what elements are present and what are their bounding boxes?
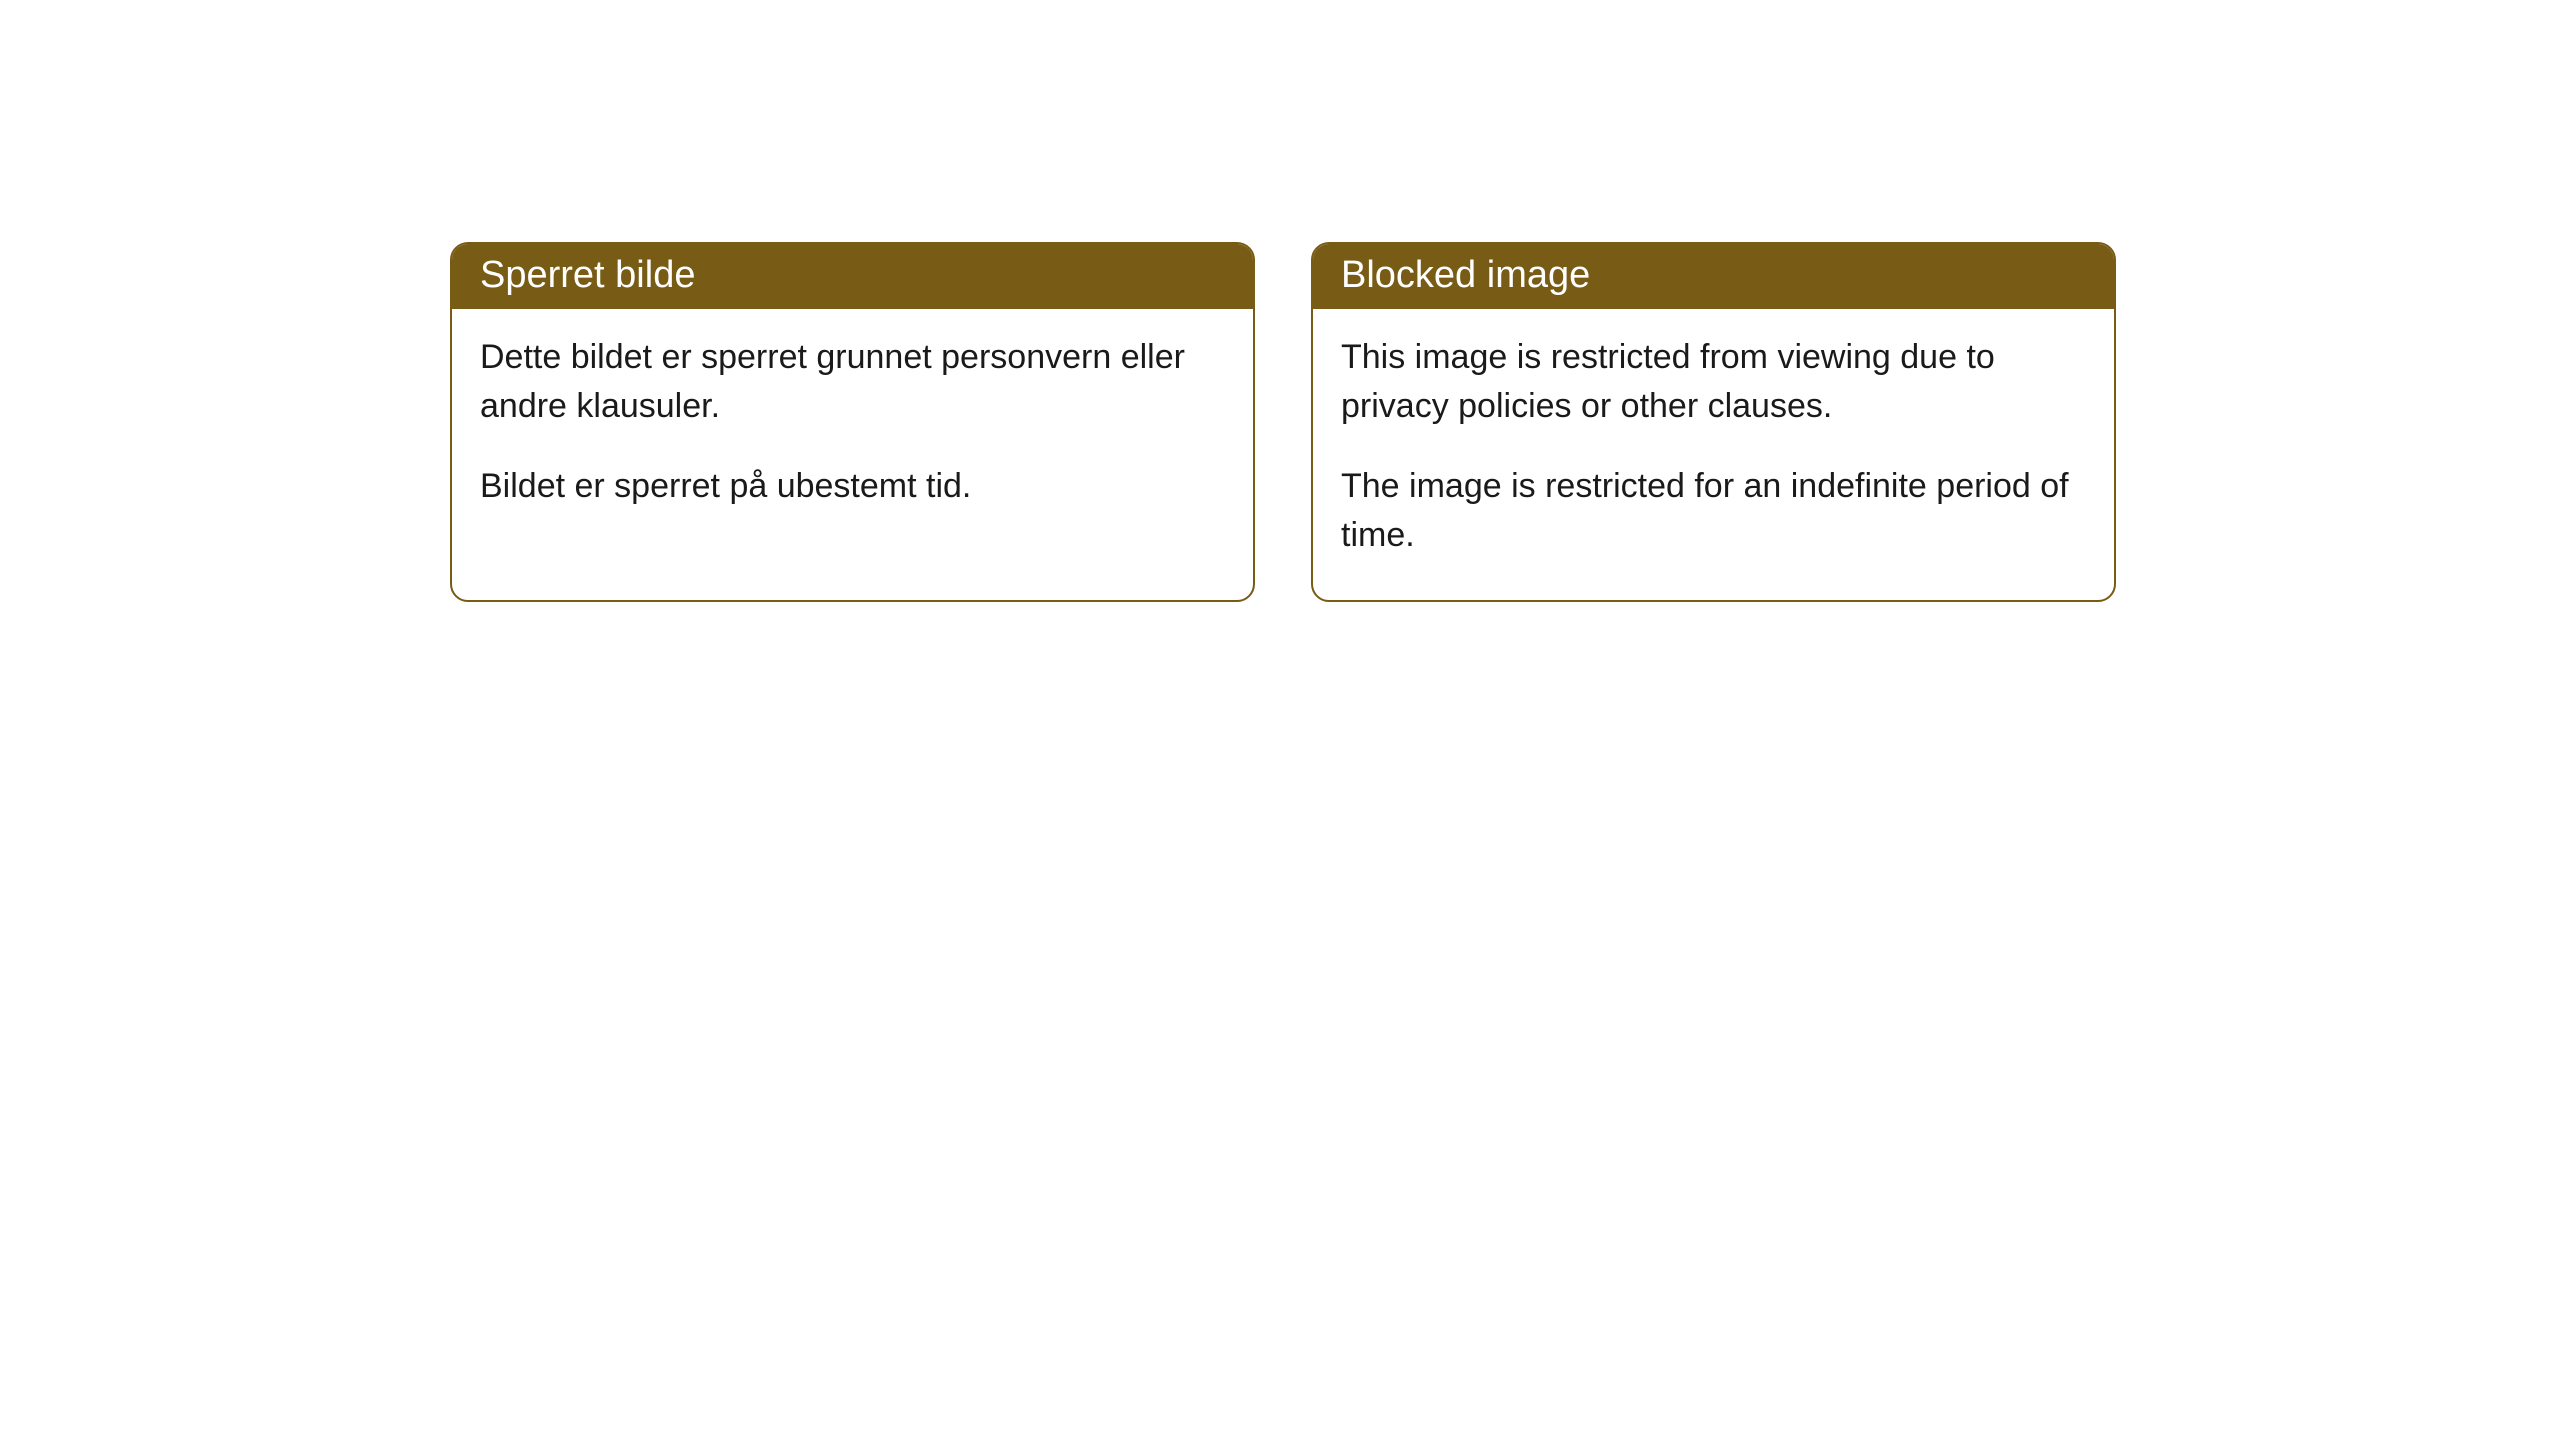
blocked-image-card-english: Blocked image This image is restricted f… [1311, 242, 2116, 602]
card-title: Sperret bilde [480, 254, 695, 296]
card-paragraph: This image is restricted from viewing du… [1341, 333, 2086, 432]
card-paragraph: Dette bildet er sperret grunnet personve… [480, 333, 1225, 432]
blocked-image-card-norwegian: Sperret bilde Dette bildet er sperret gr… [450, 242, 1255, 602]
card-header: Blocked image [1313, 244, 2114, 309]
card-paragraph: The image is restricted for an indefinit… [1341, 462, 2086, 561]
card-paragraph: Bildet er sperret på ubestemt tid. [480, 462, 1225, 511]
card-title: Blocked image [1341, 254, 1590, 296]
card-body: Dette bildet er sperret grunnet personve… [452, 309, 1253, 551]
notification-cards-container: Sperret bilde Dette bildet er sperret gr… [450, 242, 2116, 602]
card-body: This image is restricted from viewing du… [1313, 309, 2114, 600]
card-header: Sperret bilde [452, 244, 1253, 309]
